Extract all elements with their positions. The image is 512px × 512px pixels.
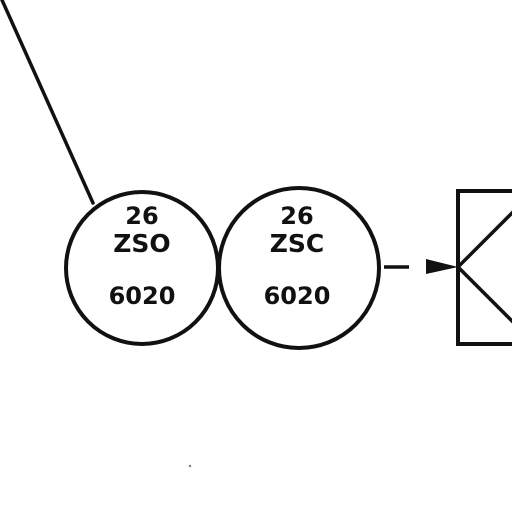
valve-body-icon [456,189,512,346]
arrowhead-icon [426,259,458,274]
instrument-circle [217,186,381,350]
signal-line-top-left [0,0,95,205]
instrument-number: 26 [280,202,313,230]
instrument-loop-number: 6020 [109,282,176,310]
valve-diagonal-lower [456,265,512,324]
signal-connection [384,259,458,274]
scan-speck [188,464,192,468]
instrument-tag: ZSO [113,229,170,258]
valve-body-frame [456,189,512,346]
instrument-bubble-zsc: 26 ZSC 6020 [217,186,381,350]
instrument-tag: ZSC [270,229,324,258]
instrument-bubble-zso: 26 ZSO 6020 [64,190,220,346]
valve-diagonal-upper [456,210,512,269]
instrument-number: 26 [125,202,158,230]
instrument-loop-number: 6020 [264,282,331,310]
